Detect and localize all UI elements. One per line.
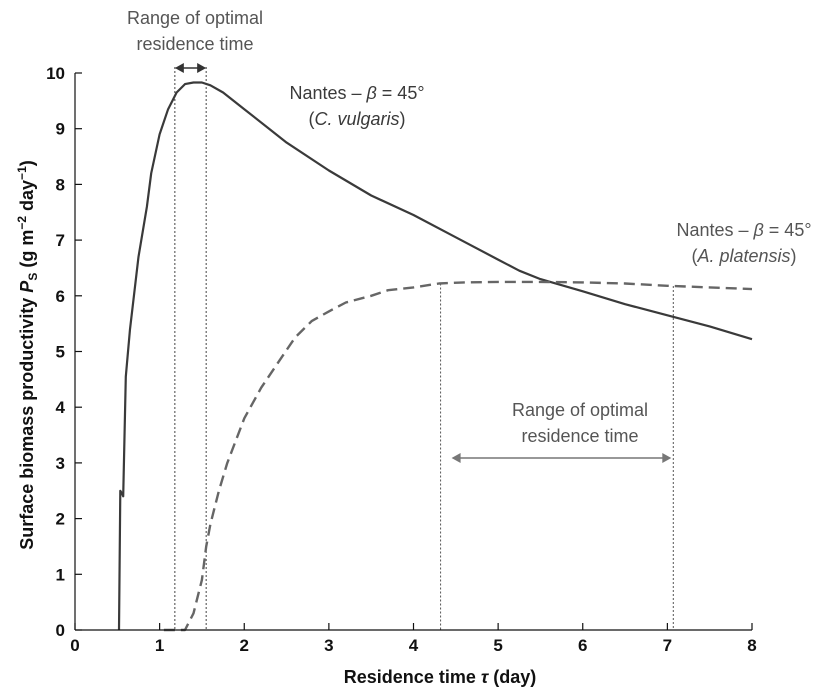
range-annotation-1-line1: Range of optimal (127, 8, 263, 28)
range-annotation-2-line2: residence time (521, 426, 638, 446)
series-label-c-vulgaris-line2: (C. vulgaris) (308, 109, 405, 129)
x-tick-label: 3 (324, 636, 333, 655)
x-axis-title: Residence time τ (day) (344, 667, 536, 687)
y-tick-label: 9 (56, 120, 65, 139)
y-axis-title-symbol: P (17, 280, 37, 293)
y-tick-label: 6 (56, 287, 65, 306)
x-tick-label: 7 (663, 636, 672, 655)
series-label-c-vulgaris-line1: Nantes – β = 45° (289, 83, 424, 103)
range-arrow-head-left (174, 63, 184, 73)
y-tick-label: 4 (56, 398, 66, 417)
y-tick-label: 2 (56, 510, 65, 529)
series-layer (117, 81, 753, 632)
series-a-platensis-line (163, 280, 753, 632)
y-axis-ticks: 0 1 2 3 4 5 6 7 8 9 10 (46, 64, 82, 640)
y-axis-title-subscript: S (26, 273, 40, 281)
x-tick-label: 1 (155, 636, 164, 655)
x-axis-title-symbol: τ (481, 667, 490, 687)
x-tick-label: 4 (409, 636, 419, 655)
y-axis-title-exp1: −2 (15, 216, 29, 230)
range-arrow-2 (451, 453, 672, 463)
x-tick-label: 6 (578, 636, 587, 655)
range-arrow-head-right (662, 453, 672, 463)
range-arrow-1 (174, 63, 207, 73)
optimal-range-drop-lines (174, 67, 674, 630)
y-tick-label: 7 (56, 231, 65, 250)
x-tick-label: 5 (493, 636, 502, 655)
y-tick-label: 5 (56, 343, 65, 362)
y-tick-label: 8 (56, 175, 65, 194)
x-tick-label: 8 (747, 636, 756, 655)
y-tick-label: 10 (46, 64, 65, 83)
y-tick-label: 3 (56, 454, 65, 473)
x-tick-label: 2 (240, 636, 249, 655)
range-arrows (174, 63, 672, 463)
x-axis-ticks: 0 1 2 3 4 5 6 7 8 (70, 623, 757, 655)
series-label-a-platensis-line2: (A. platensis) (691, 246, 796, 266)
x-tick-label: 0 (70, 636, 79, 655)
y-axis-title: Surface biomass productivity PS (g m−2 d… (15, 160, 40, 550)
range-annotation-1-line2: residence time (136, 34, 253, 54)
range-arrow-head-left (451, 453, 461, 463)
range-arrow-head-right (197, 63, 207, 73)
series-label-a-platensis-line1: Nantes – β = 45° (676, 220, 811, 240)
series-c-vulgaris-line (117, 81, 753, 631)
range-annotation-2-line1: Range of optimal (512, 400, 648, 420)
y-tick-label: 0 (56, 621, 65, 640)
y-axis-title-exp2: −1 (15, 166, 29, 180)
y-tick-label: 1 (56, 565, 65, 584)
